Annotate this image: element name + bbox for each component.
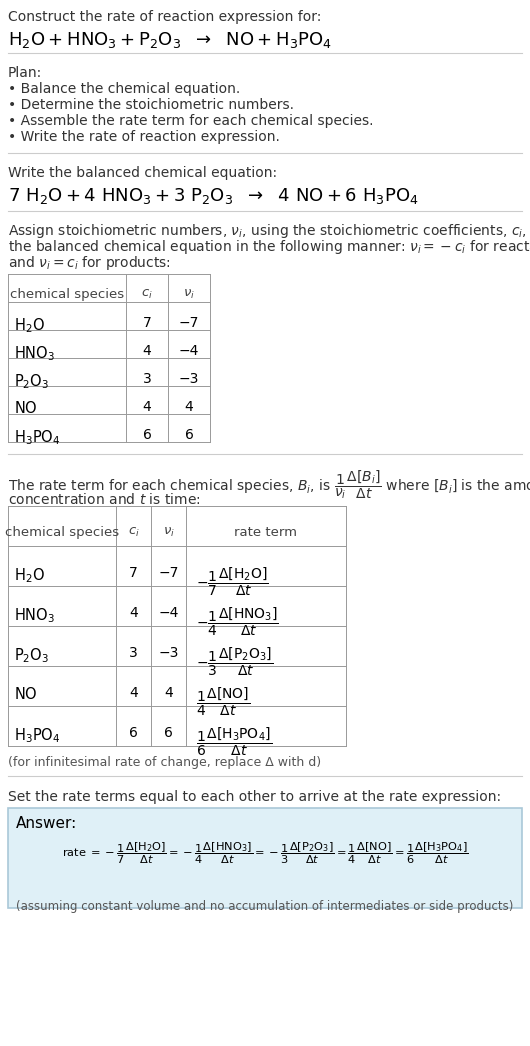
Text: −4: −4 [158, 606, 179, 620]
Text: −7: −7 [158, 566, 179, 579]
FancyBboxPatch shape [8, 808, 522, 908]
Text: 7: 7 [129, 566, 138, 579]
Text: $\mathregular{HNO_3}$: $\mathregular{HNO_3}$ [14, 606, 55, 624]
Text: −3: −3 [158, 646, 179, 660]
Text: 4: 4 [129, 606, 138, 620]
Text: rate $= -\dfrac{1}{7}\dfrac{\Delta[\mathregular{H_2O}]}{\Delta t} = -\dfrac{1}{4: rate $= -\dfrac{1}{7}\dfrac{\Delta[\math… [61, 840, 469, 865]
Text: 4: 4 [143, 400, 152, 414]
Text: 6: 6 [143, 428, 152, 442]
Text: $\dfrac{1}{6}\dfrac{\Delta[\mathregular{H_3PO_4}]}{\Delta t}$: $\dfrac{1}{6}\dfrac{\Delta[\mathregular{… [196, 726, 272, 758]
Text: 4: 4 [143, 344, 152, 358]
Text: $\mathregular{H_2O}$: $\mathregular{H_2O}$ [14, 316, 45, 335]
Text: chemical species: chemical species [10, 288, 124, 301]
Text: $\mathregular{7\ H_2O + 4\ HNO_3 + 3\ P_2O_3}$  $\rightarrow$  $\mathregular{4\ : $\mathregular{7\ H_2O + 4\ HNO_3 + 3\ P_… [8, 186, 419, 206]
Text: 4: 4 [129, 686, 138, 700]
Text: $-\dfrac{1}{4}\dfrac{\Delta[\mathregular{HNO_3}]}{\Delta t}$: $-\dfrac{1}{4}\dfrac{\Delta[\mathregular… [196, 606, 279, 638]
Text: $-\dfrac{1}{3}\dfrac{\Delta[\mathregular{P_2O_3}]}{\Delta t}$: $-\dfrac{1}{3}\dfrac{\Delta[\mathregular… [196, 646, 273, 679]
Text: $\dfrac{1}{4}\dfrac{\Delta[\mathregular{NO}]}{\Delta t}$: $\dfrac{1}{4}\dfrac{\Delta[\mathregular{… [196, 686, 250, 719]
Text: Assign stoichiometric numbers, $\nu_i$, using the stoichiometric coefficients, $: Assign stoichiometric numbers, $\nu_i$, … [8, 222, 530, 240]
Text: $\mathregular{P_2O_3}$: $\mathregular{P_2O_3}$ [14, 372, 49, 391]
Text: concentration and $t$ is time:: concentration and $t$ is time: [8, 492, 201, 507]
Text: −7: −7 [179, 316, 199, 329]
Text: 6: 6 [164, 726, 173, 740]
Text: $\mathregular{H_3PO_4}$: $\mathregular{H_3PO_4}$ [14, 726, 60, 745]
Text: • Determine the stoichiometric numbers.: • Determine the stoichiometric numbers. [8, 98, 294, 112]
Text: • Balance the chemical equation.: • Balance the chemical equation. [8, 82, 240, 96]
Text: 3: 3 [129, 646, 138, 660]
Text: 6: 6 [184, 428, 193, 442]
Text: The rate term for each chemical species, $B_i$, is $\dfrac{1}{\nu_i}\dfrac{\Delt: The rate term for each chemical species,… [8, 468, 530, 501]
Text: • Write the rate of reaction expression.: • Write the rate of reaction expression. [8, 130, 280, 144]
Text: (assuming constant volume and no accumulation of intermediates or side products): (assuming constant volume and no accumul… [16, 900, 514, 913]
Text: −4: −4 [179, 344, 199, 358]
Text: $\mathregular{NO}$: $\mathregular{NO}$ [14, 400, 38, 416]
Text: Construct the rate of reaction expression for:: Construct the rate of reaction expressio… [8, 10, 321, 24]
Text: $\mathregular{H_2O + HNO_3 + P_2O_3}$  $\rightarrow$  $\mathregular{NO + H_3PO_4: $\mathregular{H_2O + HNO_3 + P_2O_3}$ $\… [8, 30, 332, 50]
Text: $-\dfrac{1}{7}\dfrac{\Delta[\mathregular{H_2O}]}{\Delta t}$: $-\dfrac{1}{7}\dfrac{\Delta[\mathregular… [196, 566, 269, 598]
Text: and $\nu_i = c_i$ for products:: and $\nu_i = c_i$ for products: [8, 254, 171, 272]
Text: Write the balanced chemical equation:: Write the balanced chemical equation: [8, 166, 277, 180]
Text: $\mathregular{HNO_3}$: $\mathregular{HNO_3}$ [14, 344, 55, 363]
Text: chemical species: chemical species [5, 526, 119, 539]
Text: $c_i$: $c_i$ [128, 526, 139, 539]
Text: rate term: rate term [234, 526, 297, 539]
Text: Answer:: Answer: [16, 816, 77, 831]
Text: 7: 7 [143, 316, 152, 329]
Text: $\nu_i$: $\nu_i$ [183, 288, 195, 301]
Text: 4: 4 [164, 686, 173, 700]
Text: $\nu_i$: $\nu_i$ [163, 526, 174, 539]
Text: $\mathregular{NO}$: $\mathregular{NO}$ [14, 686, 38, 702]
Text: (for infinitesimal rate of change, replace Δ with d): (for infinitesimal rate of change, repla… [8, 756, 321, 769]
Text: • Assemble the rate term for each chemical species.: • Assemble the rate term for each chemic… [8, 114, 374, 128]
Text: Plan:: Plan: [8, 66, 42, 79]
Text: Set the rate terms equal to each other to arrive at the rate expression:: Set the rate terms equal to each other t… [8, 790, 501, 804]
Text: $c_i$: $c_i$ [141, 288, 153, 301]
Text: 6: 6 [129, 726, 138, 740]
Text: 4: 4 [184, 400, 193, 414]
Text: 3: 3 [143, 372, 152, 386]
Text: $\mathregular{P_2O_3}$: $\mathregular{P_2O_3}$ [14, 646, 49, 664]
Text: the balanced chemical equation in the following manner: $\nu_i = -c_i$ for react: the balanced chemical equation in the fo… [8, 238, 530, 256]
Text: $\mathregular{H_2O}$: $\mathregular{H_2O}$ [14, 566, 45, 585]
Text: −3: −3 [179, 372, 199, 386]
Text: $\mathregular{H_3PO_4}$: $\mathregular{H_3PO_4}$ [14, 428, 60, 447]
